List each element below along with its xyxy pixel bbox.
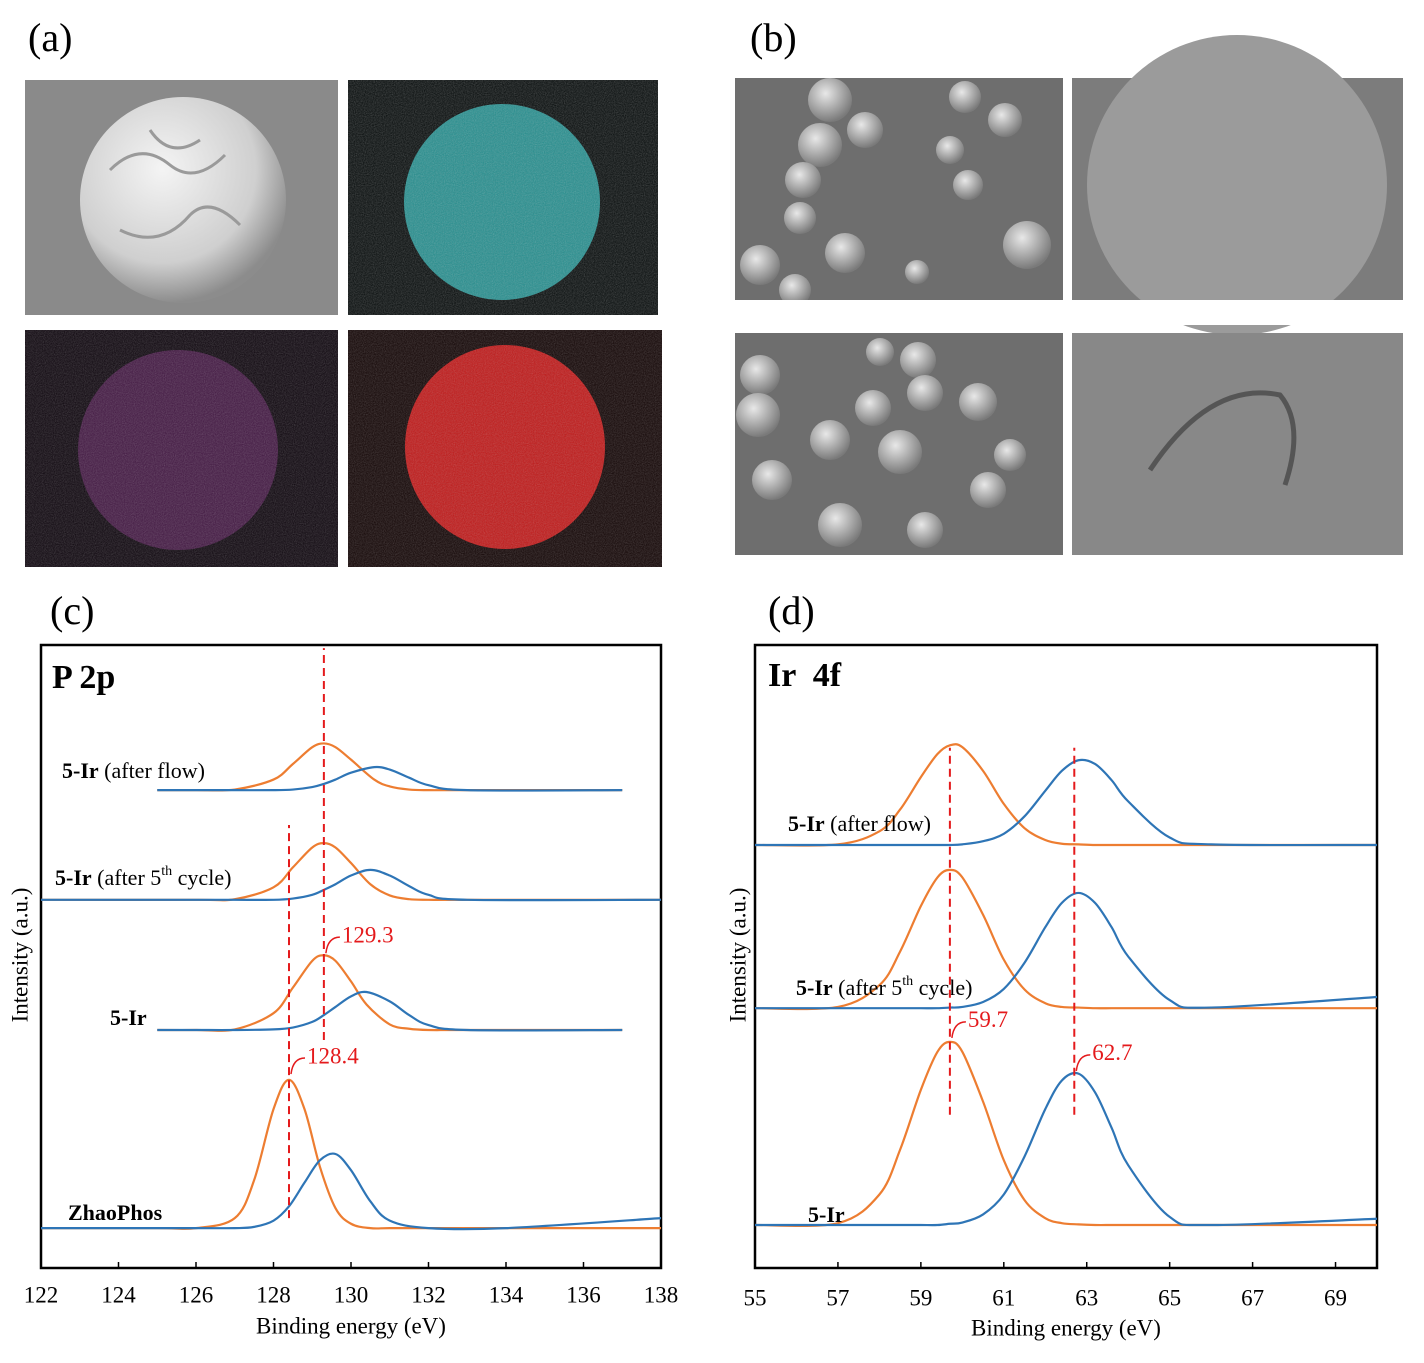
spectrum-curve bbox=[754, 1040, 1377, 1228]
trace-label: 5-Ir (after flow) bbox=[788, 811, 931, 836]
annotation-label: 62.7 bbox=[1092, 1040, 1132, 1065]
annotation-leader bbox=[1075, 1054, 1091, 1072]
spectrum-curve bbox=[754, 758, 1378, 847]
x-tick-label: 126 bbox=[179, 1282, 214, 1307]
x-tick-label: 57 bbox=[826, 1285, 849, 1310]
trace-label-part: 5-Ir bbox=[110, 1005, 147, 1030]
trace-label-part: cycle) bbox=[172, 865, 231, 890]
annotation-leader bbox=[325, 936, 340, 954]
trace-label-part: cycle) bbox=[913, 975, 972, 1000]
x-tick-label: 134 bbox=[489, 1282, 524, 1307]
spectrum-curve bbox=[754, 868, 1377, 1011]
x-tick-label: 61 bbox=[992, 1285, 1015, 1310]
chart-title: Ir 4f bbox=[768, 657, 842, 694]
annotation-leader bbox=[290, 1057, 306, 1075]
sem-image bbox=[1072, 35, 1403, 335]
panel-label: (a) bbox=[28, 15, 72, 60]
trace-label-part: (after flow) bbox=[104, 758, 205, 783]
x-tick-label: 65 bbox=[1158, 1285, 1181, 1310]
trace-label: 5-Ir (after 5th cycle) bbox=[55, 864, 231, 890]
spectrum-curve bbox=[755, 891, 1378, 1010]
sem-image bbox=[735, 333, 1063, 580]
spectrum-curve bbox=[41, 868, 662, 902]
sem-image bbox=[25, 80, 338, 315]
annotation-label: 128.4 bbox=[307, 1043, 359, 1068]
chart-title: P 2p bbox=[52, 659, 115, 696]
x-tick-label: 128 bbox=[256, 1282, 291, 1307]
plot-frame bbox=[39, 643, 663, 1270]
trace-label-part: th bbox=[902, 974, 913, 989]
x-tick-label: 122 bbox=[24, 1282, 59, 1307]
trace-label: 5-Ir bbox=[110, 1005, 147, 1030]
trace-label-part: 5-Ir bbox=[808, 1202, 845, 1227]
x-tick-label: 67 bbox=[1241, 1285, 1264, 1310]
trace-label-part: (after flow) bbox=[830, 811, 931, 836]
annotation-label: 129.3 bbox=[342, 922, 394, 947]
map-image bbox=[25, 330, 338, 567]
x-tick-label: 124 bbox=[101, 1282, 136, 1307]
map-image bbox=[348, 330, 662, 567]
x-axis-label: Binding energy (eV) bbox=[256, 1313, 446, 1338]
x-tick-label: 132 bbox=[411, 1282, 446, 1307]
panel-label: (d) bbox=[768, 588, 815, 633]
x-tick-label: 69 bbox=[1324, 1285, 1347, 1310]
trace-label-part: (after 5 bbox=[97, 865, 161, 890]
x-axis-label: Binding energy (eV) bbox=[971, 1315, 1161, 1340]
spectrum-curve bbox=[157, 765, 623, 792]
trace-label: 5-Ir (after 5th cycle) bbox=[796, 974, 972, 1000]
y-axis-label: Intensity (a.u.) bbox=[7, 888, 32, 1023]
trace-label-part: 5-Ir bbox=[788, 811, 825, 836]
spectrum-curve bbox=[41, 1152, 662, 1231]
panel-label: (b) bbox=[750, 15, 797, 60]
spectrum-curve bbox=[157, 954, 623, 1032]
trace-label-part: th bbox=[161, 864, 172, 879]
panel-label: (c) bbox=[50, 588, 94, 633]
trace-label-part: ZhaoPhos bbox=[68, 1200, 163, 1225]
x-tick-label: 130 bbox=[334, 1282, 369, 1307]
x-tick-label: 55 bbox=[744, 1285, 767, 1310]
annotation-label: 59.7 bbox=[968, 1007, 1008, 1032]
trace-label-part: 5-Ir bbox=[55, 865, 92, 890]
annotation-leader bbox=[951, 1021, 966, 1039]
y-axis-label: Intensity (a.u.) bbox=[725, 888, 750, 1023]
trace-label-part: 5-Ir bbox=[62, 758, 99, 783]
sem-image bbox=[735, 78, 1063, 325]
x-tick-label: 136 bbox=[566, 1282, 601, 1307]
spectrum-curve bbox=[157, 742, 623, 792]
trace-label: 5-Ir bbox=[808, 1202, 845, 1227]
sem-image bbox=[1072, 333, 1403, 580]
spectrum-curve bbox=[157, 990, 623, 1032]
x-tick-label: 63 bbox=[1075, 1285, 1098, 1310]
trace-label-part: 5-Ir bbox=[796, 975, 833, 1000]
trace-label-part: (after 5 bbox=[838, 975, 902, 1000]
x-tick-label: 138 bbox=[644, 1282, 679, 1307]
trace-label: 5-Ir (after flow) bbox=[62, 758, 205, 783]
spectrum-curve bbox=[755, 1071, 1378, 1227]
trace-label: ZhaoPhos bbox=[68, 1200, 163, 1225]
plot-frame bbox=[753, 643, 1379, 1270]
x-tick-label: 59 bbox=[909, 1285, 932, 1310]
map-image bbox=[348, 80, 658, 315]
